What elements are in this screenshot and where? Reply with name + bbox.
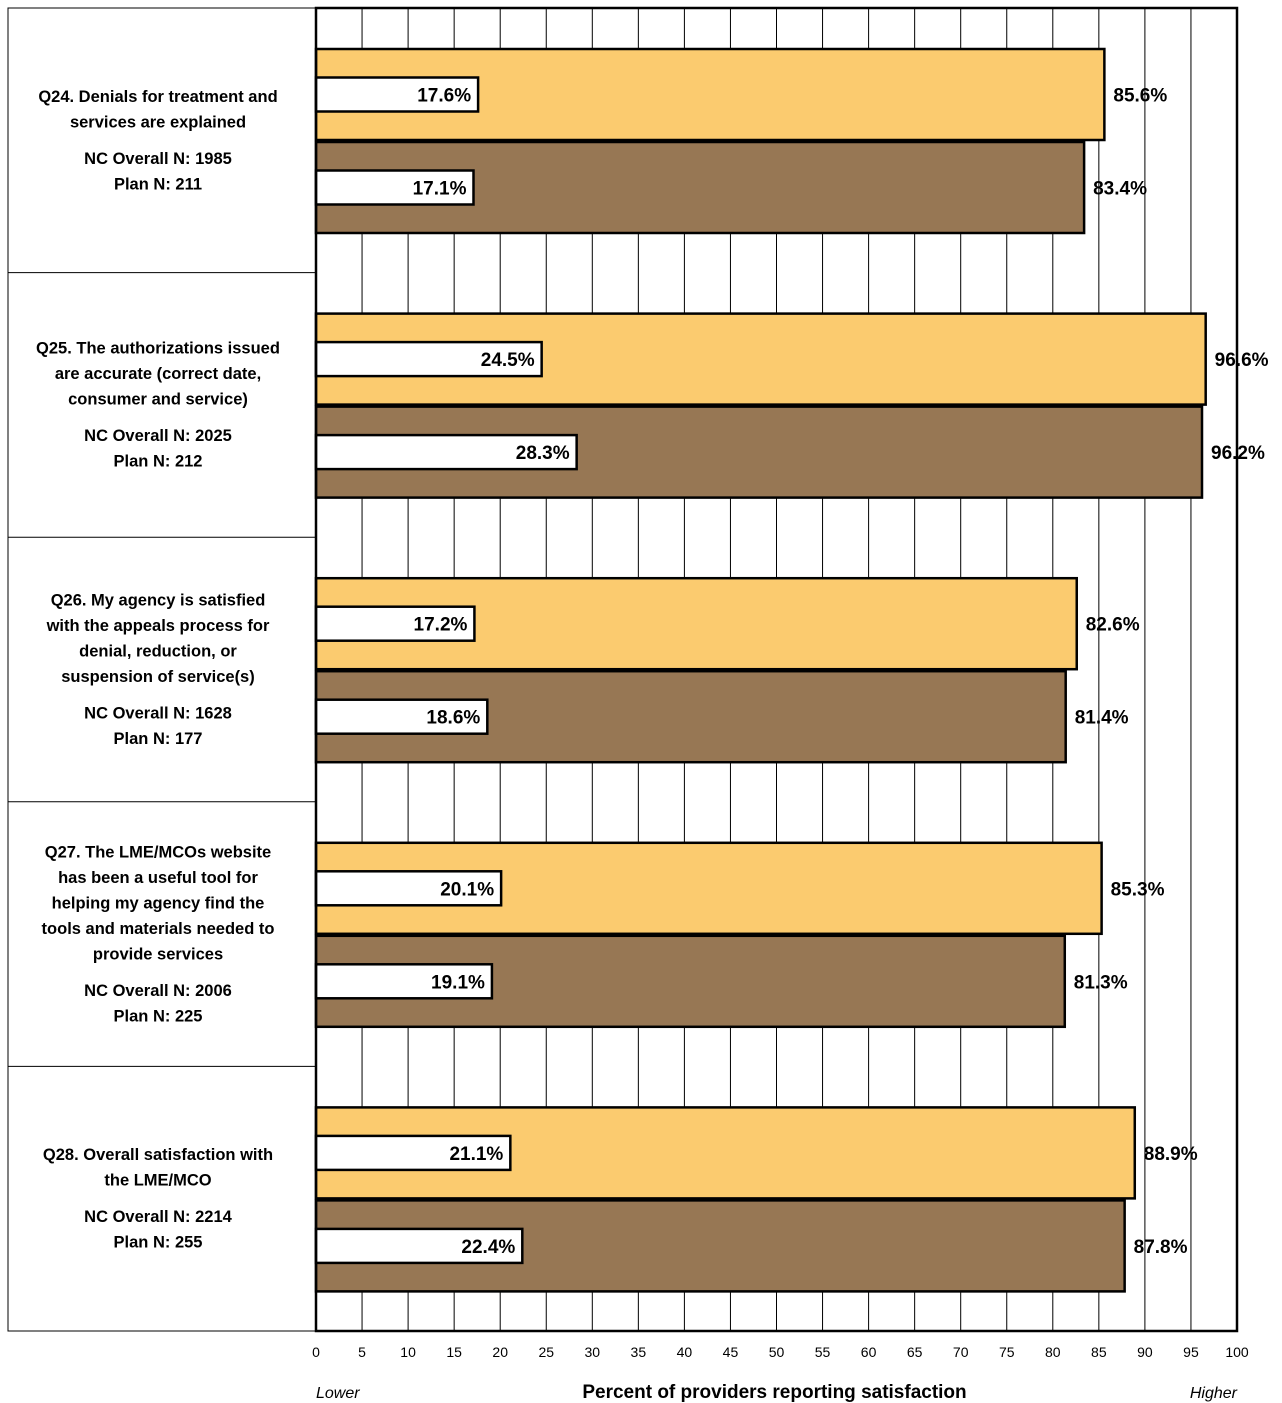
inner-bar-plan: [314, 76, 480, 113]
x-tick-label: 40: [677, 1344, 693, 1360]
sample-size-label: Plan N: 177: [114, 730, 203, 748]
question-label-line: denial, reduction, or: [79, 643, 237, 661]
question-label-line: with the appeals process for: [46, 617, 270, 635]
question-label-line: Q28. Overall satisfaction with: [43, 1146, 273, 1164]
x-tick-label: 65: [907, 1344, 923, 1360]
x-tick-label: 50: [769, 1344, 785, 1360]
x-tick-label: 80: [1045, 1344, 1061, 1360]
inner-bar-value-label: 20.1%: [440, 879, 494, 900]
inner-bar-plan: [314, 870, 503, 907]
sample-size-label: Plan N: 211: [114, 175, 202, 193]
x-tick-label: 20: [492, 1344, 508, 1360]
question-label-line: Q24. Denials for treatment and: [38, 88, 277, 106]
question-label-line: helping my agency find the: [52, 894, 265, 912]
plot-area-frame: [314, 6, 1239, 1333]
question-label-line: provide services: [93, 945, 223, 963]
x-tick-label: 15: [446, 1344, 462, 1360]
question-label-line: Q25. The authorizations issued: [36, 340, 280, 358]
x-tick-label: 25: [538, 1344, 554, 1360]
bar-value-label: 88.9%: [1144, 1144, 1198, 1165]
bar-plan: [314, 1106, 1137, 1200]
inner-bar-nc-overall: [314, 698, 489, 735]
x-axis: 0 5 10 15 20 25 30 35 40 45 50 55 60 65 70 75 80 85 90 95 10…: [312, 1344, 1249, 1403]
sample-size-label: NC Overall N: 2025: [84, 427, 232, 445]
bar-value-label: 85.3%: [1111, 879, 1165, 900]
inner-bar-value-label: 22.4%: [461, 1237, 515, 1258]
inner-bar-value-label: 28.3%: [516, 443, 570, 464]
question-label-line: Q26. My agency is satisfied: [51, 592, 266, 610]
inner-bar-value-label: 21.1%: [449, 1144, 503, 1165]
sample-size-label: NC Overall N: 1985: [84, 150, 232, 168]
question-label-line: the LME/MCO: [104, 1172, 211, 1190]
inner-bar-value-label: 19.1%: [431, 972, 485, 993]
bars-group: 85.6%17.6%83.4%17.1%96.6%24.5%96.2%28.3%…: [314, 47, 1269, 1293]
x-tick-label: 0: [312, 1344, 320, 1360]
bar-value-label: 87.8%: [1134, 1237, 1188, 1258]
question-label-line: suspension of service(s): [61, 668, 254, 686]
x-tick-label: 35: [631, 1344, 647, 1360]
x-axis-low-label: Lower: [316, 1385, 360, 1402]
sample-size-label: Plan N: 212: [114, 453, 203, 471]
sample-size-label: Plan N: 225: [114, 1007, 203, 1025]
category-labels: Q24. Denials for treatment and services a…: [36, 88, 280, 1252]
question-label-line: are accurate (correct date,: [55, 365, 261, 383]
sample-size-label: NC Overall N: 2214: [84, 1208, 232, 1226]
inner-bar-plan: [314, 340, 543, 378]
inner-bar-value-label: 24.5%: [481, 350, 535, 371]
x-tick-label: 70: [953, 1344, 969, 1360]
question-label-line: services are explained: [70, 113, 246, 131]
bar-value-label: 81.4%: [1075, 708, 1129, 729]
chart-frame: [7, 6, 1239, 1333]
x-tick-label: 100: [1225, 1344, 1249, 1360]
sample-size-label: NC Overall N: 2006: [84, 982, 232, 1000]
x-tick-label: 75: [999, 1344, 1015, 1360]
question-label-line: consumer and service): [68, 391, 248, 409]
x-tick-label: 45: [723, 1344, 739, 1360]
bar-value-label: 82.6%: [1086, 615, 1140, 636]
x-axis-high-label: Higher: [1190, 1385, 1238, 1402]
x-tick-label: 5: [358, 1344, 366, 1360]
x-tick-label: 60: [861, 1344, 877, 1360]
x-axis-title: Percent of providers reporting satisfact…: [582, 1382, 966, 1403]
question-label-line: Q27. The LME/MCOs website: [45, 843, 271, 861]
inner-bar-value-label: 17.1%: [413, 179, 467, 200]
x-tick-label: 95: [1183, 1344, 1199, 1360]
sample-size-label: NC Overall N: 1628: [84, 705, 232, 723]
x-tick-label: 10: [400, 1344, 416, 1360]
bar-value-label: 96.6%: [1215, 350, 1269, 371]
bar-value-label: 85.6%: [1113, 86, 1167, 107]
x-tick-label: 90: [1137, 1344, 1153, 1360]
bar-value-label: 81.3%: [1074, 972, 1128, 993]
inner-bar-value-label: 17.2%: [414, 615, 468, 636]
x-tick-label: 55: [815, 1344, 831, 1360]
bar-value-label: 83.4%: [1093, 179, 1147, 200]
inner-bar-value-label: 17.6%: [417, 86, 471, 107]
inner-bar-value-label: 18.6%: [426, 708, 480, 729]
question-label-line: has been a useful tool for: [58, 869, 258, 887]
sample-size-label: Plan N: 255: [114, 1234, 203, 1252]
question-label-line: tools and materials needed to: [42, 920, 275, 938]
inner-bar-plan: [314, 1134, 512, 1172]
x-tick-label: 30: [585, 1344, 601, 1360]
x-tick-label: 85: [1091, 1344, 1107, 1360]
